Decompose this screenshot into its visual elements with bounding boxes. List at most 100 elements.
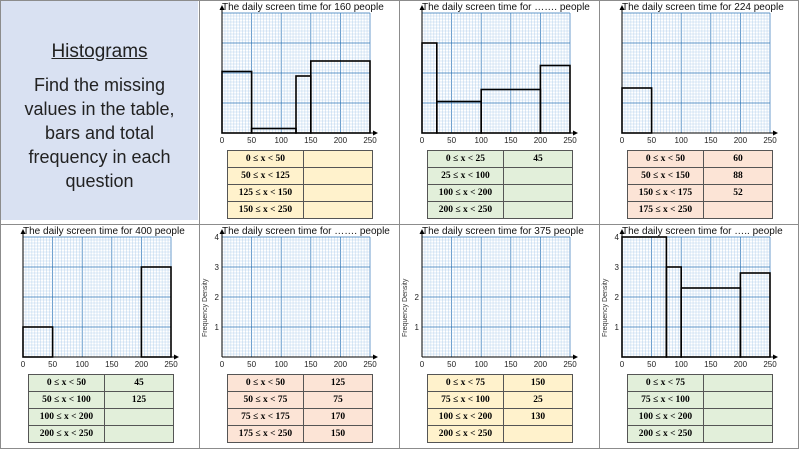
interval-cell: 200 ≤ x < 250 — [427, 425, 504, 443]
table-row: 75 ≤ x < 100 — [627, 391, 773, 409]
frequency-cell[interactable] — [703, 391, 773, 409]
x-tick-label: 0 — [420, 360, 425, 369]
x-tick-label: 50 — [447, 136, 456, 145]
x-tick-label: 250 — [164, 360, 178, 369]
x-tick-label: 100 — [275, 136, 289, 145]
frequency-table: 0 ≤ x < 75 75 ≤ x < 100 100 ≤ x < 200 200 ≤… — [627, 374, 773, 443]
histogram-plot: 0 50 100 150 200 250 — [20, 229, 179, 369]
frequency-cell[interactable]: 45 — [104, 374, 174, 392]
question-panel-4: The daily screen time for 400 people 0 50 1… — [1, 225, 199, 447]
table-row: 200 ≤ x < 250 — [28, 425, 174, 443]
x-tick-label: 250 — [763, 360, 777, 369]
question-panel-1: The daily screen time for 160 people 0 50 1… — [200, 1, 398, 223]
frequency-cell[interactable] — [503, 184, 573, 202]
table-row: 50 ≤ x < 125 — [227, 167, 373, 185]
table-row: 100 ≤ x < 200 130 — [427, 408, 573, 426]
x-tick-label: 100 — [675, 136, 689, 145]
interval-cell: 200 ≤ x < 250 — [28, 425, 105, 443]
interval-cell: 150 ≤ x < 250 — [227, 201, 304, 219]
x-tick-label: 200 — [334, 360, 348, 369]
x-tick-label: 50 — [48, 360, 57, 369]
table-row: 150 ≤ x < 250 — [227, 201, 373, 219]
x-tick-label: 200 — [334, 136, 348, 145]
table-row: 200 ≤ x < 250 — [627, 425, 773, 443]
frequency-cell[interactable]: 45 — [503, 150, 573, 168]
chart-title: The daily screen time for 224 people — [622, 2, 784, 13]
y-tick-label: 3 — [615, 263, 620, 272]
frequency-cell[interactable]: 125 — [104, 391, 174, 409]
histogram-plot: 0 50 100 150 200 250 1 2 — [415, 229, 578, 369]
table-row: 175 ≤ x < 250 150 — [227, 425, 373, 443]
frequency-cell[interactable] — [104, 408, 174, 426]
x-tick-label: 150 — [704, 136, 718, 145]
chart-title: The daily screen time for ……. people — [222, 226, 390, 237]
interval-cell: 50 ≤ x < 75 — [227, 391, 304, 409]
frequency-cell[interactable]: 75 — [303, 391, 373, 409]
question-panel-3: The daily screen time for 224 people 0 50 1… — [600, 1, 798, 223]
x-tick-label: 200 — [734, 360, 748, 369]
interval-cell: 0 ≤ x < 75 — [627, 374, 704, 392]
frequency-cell[interactable] — [703, 408, 773, 426]
frequency-cell[interactable]: 150 — [503, 374, 573, 392]
interval-cell: 75 ≤ x < 100 — [627, 391, 704, 409]
x-tick-label: 250 — [363, 136, 377, 145]
instructions-text: Find the missing values in the table, ba… — [24, 75, 175, 191]
frequency-cell[interactable] — [503, 425, 573, 443]
x-tick-label: 150 — [304, 136, 318, 145]
table-row: 0 ≤ x < 75 — [627, 374, 773, 392]
x-tick-label: 150 — [105, 360, 119, 369]
frequency-cell[interactable] — [703, 425, 773, 443]
table-row: 50 ≤ x < 150 88 — [627, 167, 773, 185]
table-row: 0 ≤ x < 50 — [227, 150, 373, 168]
x-tick-label: 0 — [420, 136, 425, 145]
x-tick-label: 200 — [135, 360, 149, 369]
x-tick-label: 0 — [220, 360, 225, 369]
x-tick-label: 100 — [76, 360, 90, 369]
interval-cell: 50 ≤ x < 150 — [627, 167, 704, 185]
y-tick-label: 4 — [215, 233, 220, 242]
frequency-cell[interactable]: 52 — [703, 184, 773, 202]
table-row: 50 ≤ x < 100 125 — [28, 391, 174, 409]
frequency-cell[interactable] — [303, 150, 373, 168]
question-panel-2: The daily screen time for ……. people 0 50 1… — [400, 1, 598, 223]
frequency-cell[interactable]: 25 — [503, 391, 573, 409]
x-tick-label: 250 — [763, 136, 777, 145]
frequency-table: 0 ≤ x < 25 45 25 ≤ x < 100 100 ≤ x < 200 200… — [427, 150, 573, 219]
x-tick-label: 0 — [620, 360, 625, 369]
x-tick-label: 50 — [647, 136, 656, 145]
x-tick-label: 50 — [247, 360, 256, 369]
frequency-cell[interactable]: 150 — [303, 425, 373, 443]
interval-cell: 75 ≤ x < 100 — [427, 391, 504, 409]
frequency-cell[interactable]: 170 — [303, 408, 373, 426]
x-tick-label: 50 — [647, 360, 656, 369]
frequency-cell[interactable]: 60 — [703, 150, 773, 168]
interval-cell: 100 ≤ x < 200 — [427, 184, 504, 202]
frequency-cell[interactable] — [303, 167, 373, 185]
frequency-table: 0 ≤ x < 50 60 50 ≤ x < 150 88 150 ≤ x < 175 5… — [627, 150, 773, 219]
histogram-plot: 0 50 100 150 200 250 1 2 3 4 — [615, 229, 778, 369]
x-tick-label: 0 — [620, 136, 625, 145]
interval-cell: 0 ≤ x < 50 — [227, 374, 304, 392]
y-tick-label: 3 — [215, 263, 220, 272]
frequency-cell[interactable] — [104, 425, 174, 443]
x-tick-label: 250 — [363, 360, 377, 369]
frequency-cell[interactable] — [503, 201, 573, 219]
interval-cell: 75 ≤ x < 175 — [227, 408, 304, 426]
interval-cell: 200 ≤ x < 250 — [627, 425, 704, 443]
table-row: 100 ≤ x < 200 — [427, 184, 573, 202]
histogram-plot: 0 50 100 150 200 250 — [219, 5, 378, 145]
frequency-cell[interactable]: 125 — [303, 374, 373, 392]
frequency-cell[interactable] — [703, 201, 773, 219]
frequency-cell[interactable] — [703, 374, 773, 392]
frequency-cell[interactable] — [303, 184, 373, 202]
frequency-cell[interactable] — [303, 201, 373, 219]
frequency-cell[interactable]: 88 — [703, 167, 773, 185]
interval-cell: 125 ≤ x < 150 — [227, 184, 304, 202]
table-row: 75 ≤ x < 175 170 — [227, 408, 373, 426]
frequency-cell[interactable]: 130 — [503, 408, 573, 426]
x-tick-label: 100 — [475, 136, 489, 145]
table-row: 100 ≤ x < 200 — [627, 408, 773, 426]
interval-cell: 25 ≤ x < 100 — [427, 167, 504, 185]
interval-cell: 0 ≤ x < 25 — [427, 150, 504, 168]
frequency-cell[interactable] — [503, 167, 573, 185]
